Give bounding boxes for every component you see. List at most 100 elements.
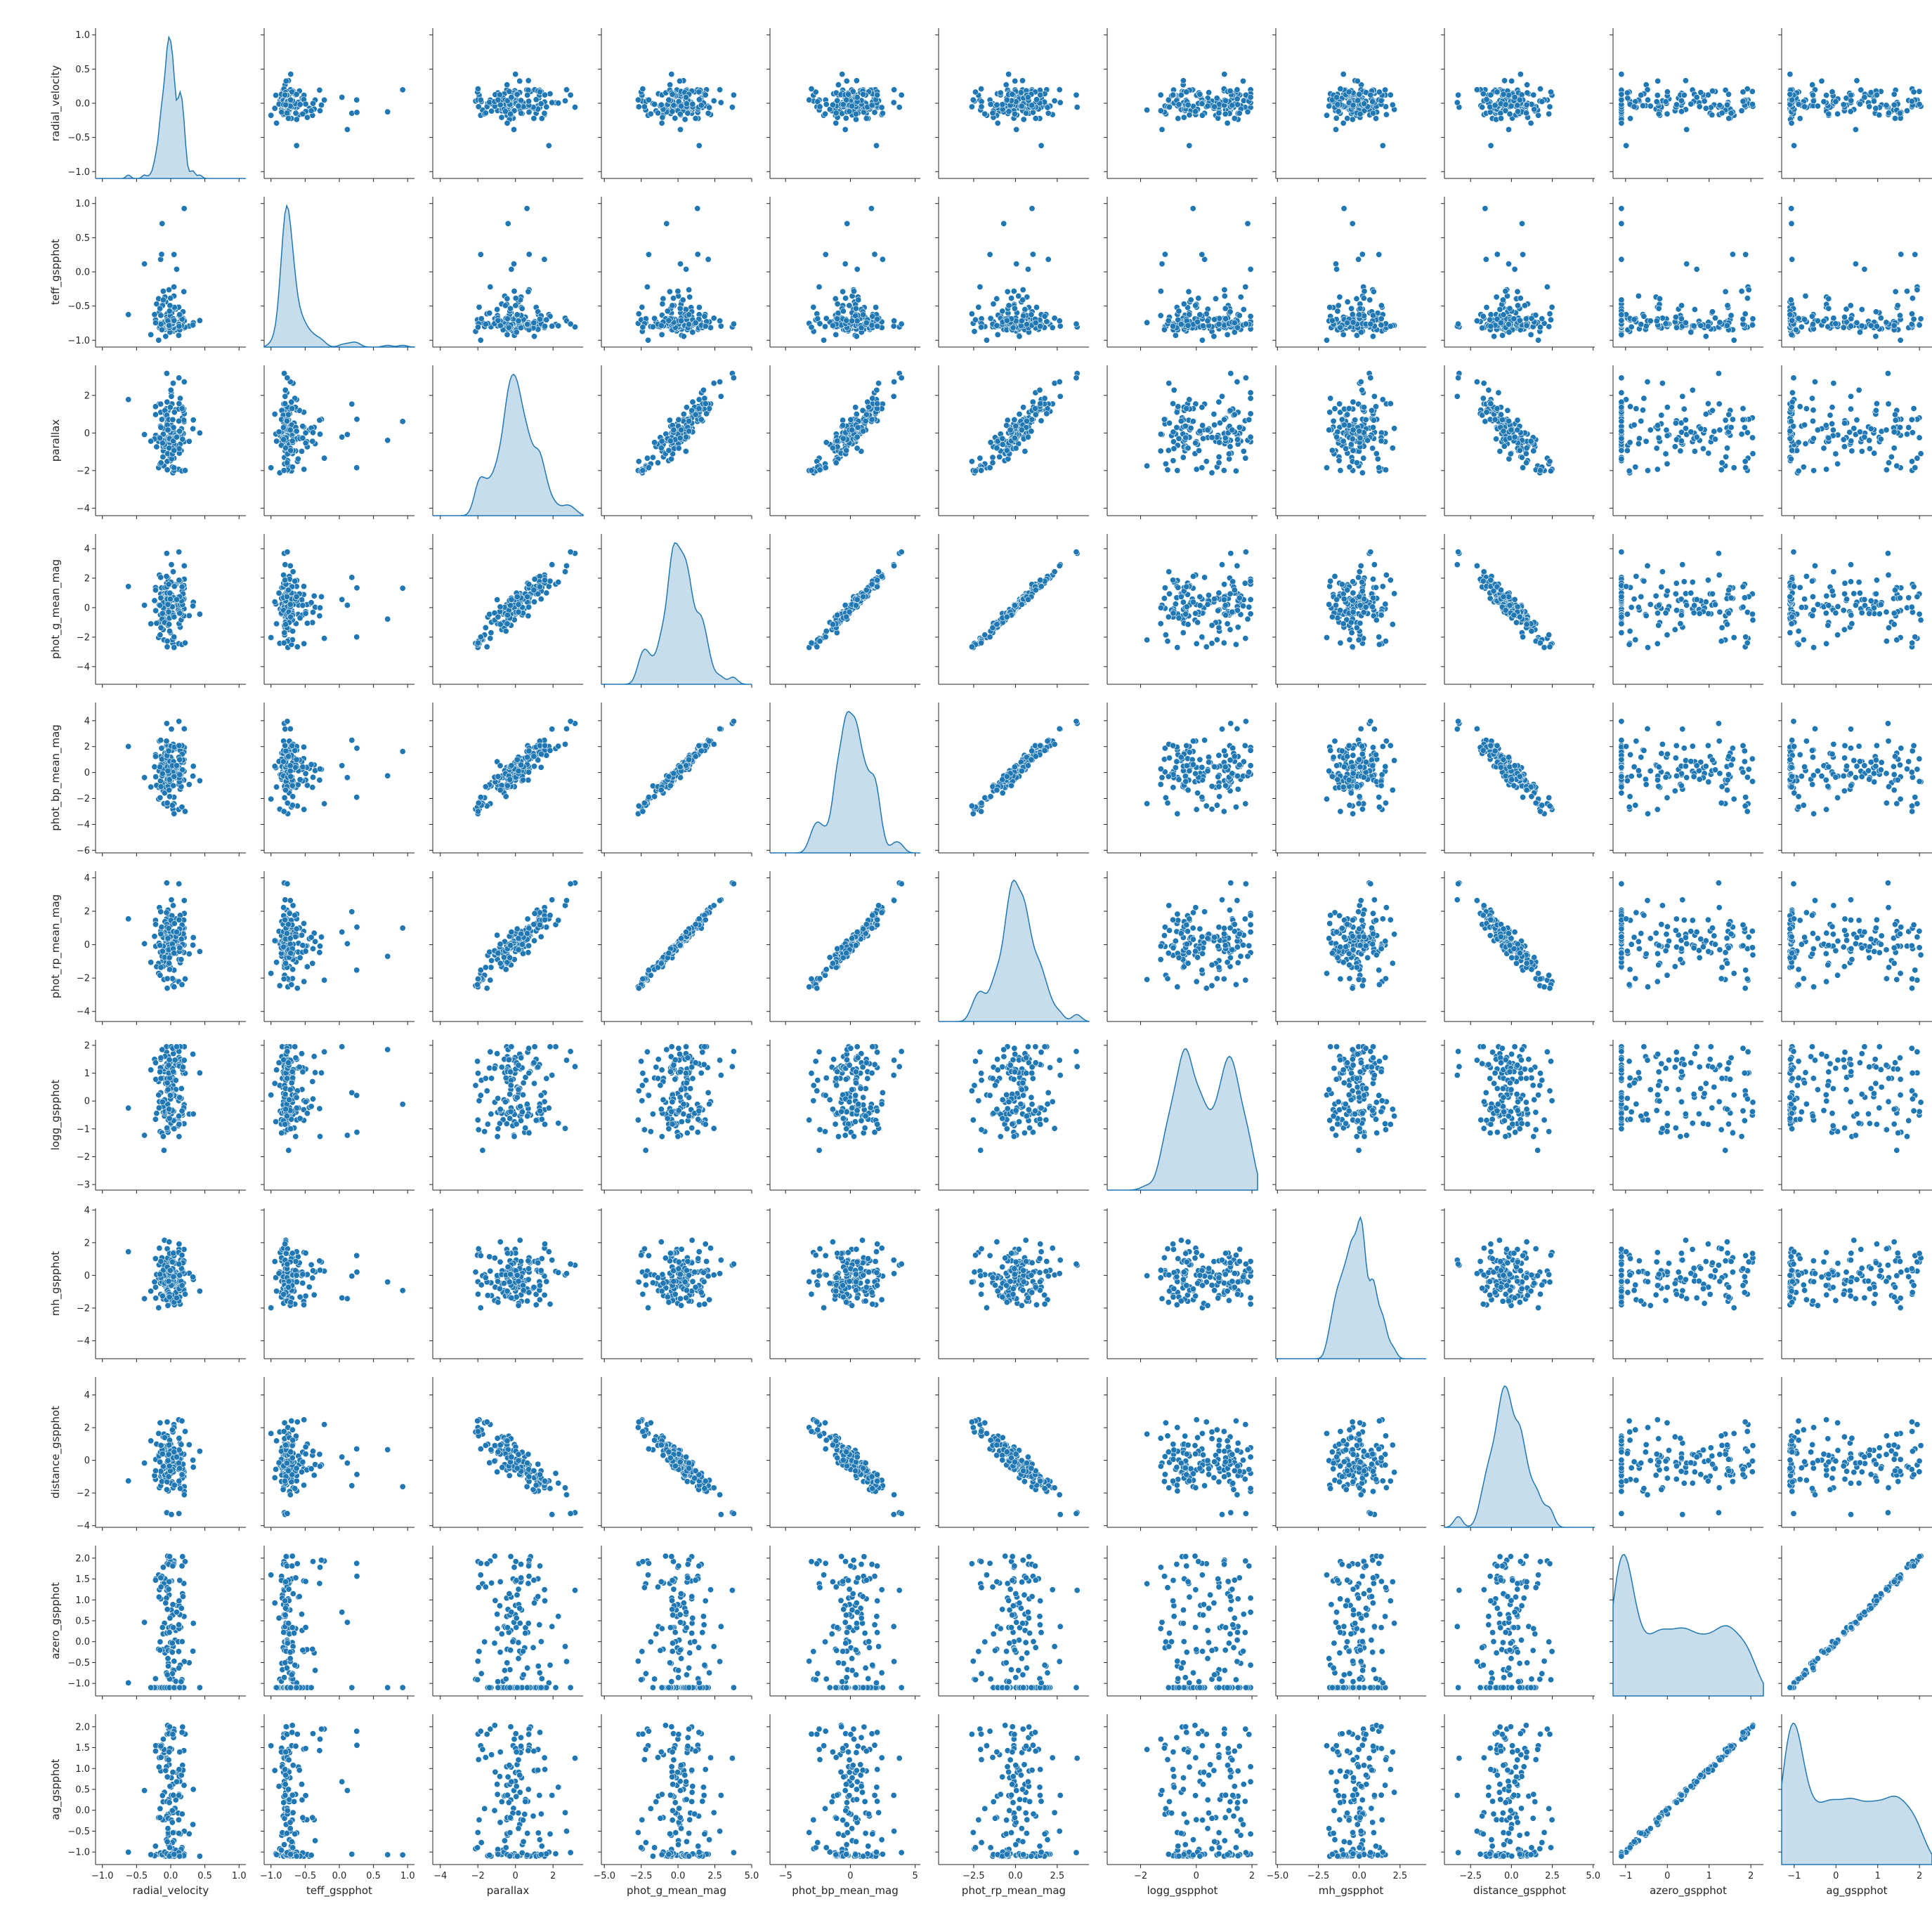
scatter-point — [1697, 104, 1702, 110]
scatter-point — [308, 107, 314, 113]
scatter-point — [1501, 91, 1506, 97]
scatter-point — [669, 71, 674, 77]
scatter-point — [817, 104, 823, 110]
scatter-point — [400, 87, 405, 93]
scatter-point — [1336, 109, 1341, 115]
scatter-point — [513, 295, 518, 301]
scatter-point — [1862, 94, 1867, 100]
scatter-point — [1854, 78, 1860, 84]
scatter-point — [646, 97, 651, 103]
scatter-point — [1501, 78, 1507, 84]
scatter-point — [1340, 120, 1346, 126]
scatter-point — [1355, 78, 1360, 84]
scatter-point — [1724, 102, 1730, 107]
scatter-point — [1678, 98, 1684, 103]
scatter-point — [1524, 82, 1529, 88]
scatter-point — [507, 89, 512, 94]
scatter-point — [282, 102, 288, 107]
scatter-point — [845, 91, 851, 97]
scatter-point — [283, 78, 289, 84]
scatter-point — [1619, 71, 1624, 77]
scatter-point — [504, 82, 510, 88]
panel-teff_gspphot-vs-phot_g_mean_mag — [598, 197, 752, 351]
scatter-point — [1623, 143, 1629, 148]
scatter-point — [167, 308, 172, 314]
panel-teff_gspphot-vs-teff_gspphot — [261, 197, 415, 351]
scatter-point — [511, 126, 516, 132]
scatter-point — [549, 323, 555, 329]
scatter-point — [1506, 92, 1511, 98]
scatter-point — [514, 329, 519, 335]
scatter-point — [478, 97, 483, 103]
scatter-point — [176, 323, 182, 329]
scatter-point — [518, 110, 523, 116]
scatter-point — [1664, 89, 1670, 95]
scatter-point — [879, 105, 885, 110]
panel-radial_velocity-vs-radial_velocity: −1.0−0.50.00.51.0radial_velocity — [49, 28, 246, 182]
scatter-point — [853, 117, 859, 122]
scatter-point — [1857, 101, 1862, 107]
y-tick-label: 0.5 — [75, 65, 90, 75]
scatter-point — [969, 104, 974, 110]
scatter-point — [1528, 120, 1534, 126]
scatter-point — [518, 325, 523, 330]
scatter-point — [476, 304, 482, 310]
scatter-point — [1884, 103, 1889, 108]
scatter-point — [1222, 111, 1228, 117]
scatter-point — [1848, 98, 1854, 103]
scatter-point — [1361, 100, 1366, 106]
scatter-point — [807, 97, 812, 103]
scatter-point — [158, 321, 164, 327]
scatter-point — [556, 323, 561, 329]
scatter-point — [696, 89, 702, 95]
scatter-point — [706, 105, 712, 110]
scatter-point — [1749, 101, 1755, 107]
scatter-point — [476, 104, 481, 110]
scatter-point — [542, 323, 547, 329]
scatter-point — [1380, 143, 1385, 148]
scatter-point — [1158, 107, 1163, 113]
scatter-point — [1848, 109, 1853, 115]
scatter-point — [1023, 110, 1029, 116]
scatter-point — [177, 312, 183, 318]
scatter-point — [1508, 78, 1514, 84]
scatter-point — [516, 318, 521, 324]
scatter-point — [478, 252, 483, 257]
scatter-point — [1719, 110, 1725, 116]
scatter-point — [1726, 115, 1732, 121]
scatter-point — [1019, 103, 1024, 109]
scatter-point — [494, 306, 500, 312]
scatter-point — [168, 295, 174, 301]
scatter-point — [1480, 91, 1486, 96]
scatter-point — [678, 103, 684, 109]
scatter-point — [979, 104, 984, 110]
scatter-point — [1507, 111, 1513, 117]
scatter-point — [1005, 71, 1011, 77]
scatter-point — [556, 100, 561, 106]
scatter-point — [854, 78, 859, 84]
scatter-point — [1455, 92, 1461, 98]
scatter-point — [1045, 110, 1051, 116]
scatter-point — [1335, 102, 1340, 107]
scatter-point — [666, 97, 672, 103]
scatter-point — [1170, 92, 1175, 98]
kde-curve-radial_velocity — [96, 37, 246, 178]
scatter-point — [1199, 100, 1205, 106]
scatter-point — [1725, 91, 1731, 97]
scatter-point — [1535, 112, 1541, 118]
scatter-point — [509, 266, 514, 272]
scatter-point — [572, 104, 577, 110]
y-tick-label: −0.5 — [67, 133, 90, 143]
scatter-point — [685, 110, 691, 116]
scatter-point — [1694, 94, 1699, 100]
scatter-point — [1368, 92, 1373, 98]
scatter-point — [1867, 104, 1872, 110]
scatter-point — [526, 78, 531, 84]
scatter-point — [891, 87, 896, 93]
scatter-point — [285, 115, 291, 121]
scatter-point — [1010, 91, 1015, 97]
scatter-point — [160, 288, 166, 294]
scatter-point — [181, 206, 187, 211]
scatter-point — [1810, 98, 1816, 104]
scatter-point — [495, 97, 501, 103]
